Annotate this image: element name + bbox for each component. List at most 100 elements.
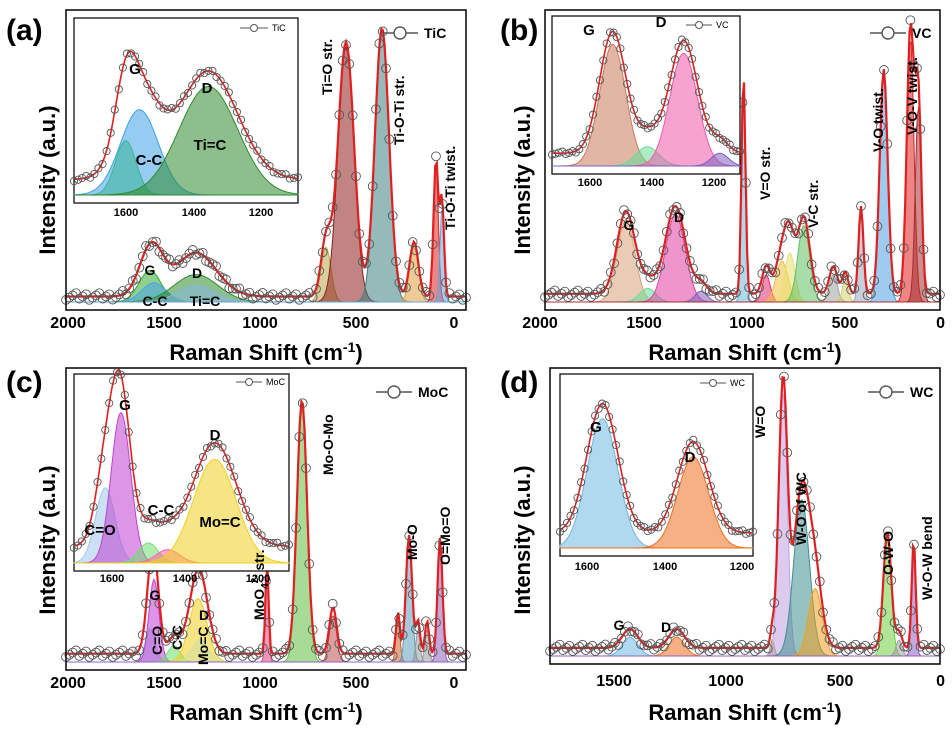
data-point <box>795 485 806 496</box>
data-point <box>434 540 445 551</box>
data-point <box>304 558 315 569</box>
fitted-peak <box>74 459 290 564</box>
data-point <box>717 288 728 299</box>
data-point <box>101 291 111 302</box>
data-point <box>615 218 626 229</box>
data-point <box>91 290 101 301</box>
data-point <box>597 641 607 652</box>
data-point <box>167 103 176 113</box>
data-point <box>798 476 809 487</box>
peak-label: D <box>661 619 671 635</box>
data-point <box>216 76 225 85</box>
data-point <box>94 164 103 173</box>
data-point <box>566 290 577 300</box>
data-point <box>245 513 254 522</box>
data-point <box>790 228 801 239</box>
inset-tick-label: 1600 <box>575 561 599 573</box>
inset-tick-label: 1400 <box>173 573 197 585</box>
data-point <box>231 647 241 658</box>
x-tick-label: 2000 <box>50 315 86 332</box>
data-point <box>281 170 290 179</box>
data-point <box>357 256 368 267</box>
data-point <box>713 501 722 510</box>
data-point <box>589 289 600 300</box>
data-point <box>291 523 301 533</box>
data-point <box>220 81 229 90</box>
data-point <box>196 68 205 77</box>
data-point <box>591 411 600 420</box>
legend: TiC <box>382 25 446 41</box>
data-point <box>134 645 145 656</box>
data-point <box>391 256 401 267</box>
data-point <box>424 634 435 645</box>
data-point <box>645 272 656 283</box>
peak-label: Mo-O <box>404 524 420 560</box>
data-point <box>602 39 611 48</box>
data-point <box>327 598 338 609</box>
data-point <box>850 639 861 650</box>
data-point <box>671 480 680 489</box>
data-point <box>112 368 122 377</box>
data-point <box>105 399 114 408</box>
data-point <box>120 390 129 399</box>
data-point <box>823 276 833 287</box>
x-tick-label: 1500 <box>626 315 662 332</box>
peak-label: C=O <box>149 626 165 655</box>
inset-plot <box>555 399 758 549</box>
data-point <box>457 294 468 305</box>
inset-tick-label: 1400 <box>640 177 664 189</box>
inset-peak-label: D <box>656 14 667 31</box>
data-point <box>750 289 761 299</box>
panel-letter: (d) <box>500 366 538 399</box>
fit-curve <box>559 402 753 534</box>
inset-peak-label: C=O <box>84 522 116 539</box>
data-point <box>609 258 619 269</box>
data-point <box>111 649 121 660</box>
data-point <box>134 262 145 273</box>
data-point <box>922 645 932 655</box>
data-point <box>684 43 693 52</box>
data-point <box>407 589 418 600</box>
data-point <box>564 640 575 651</box>
peak-label: V-O twist. <box>870 88 886 152</box>
inset-legend-label: WC <box>730 378 745 388</box>
data-point <box>135 59 144 68</box>
data-point <box>274 649 285 660</box>
data-point <box>814 576 825 587</box>
data-point <box>94 645 105 656</box>
data-point <box>698 274 708 285</box>
data-point <box>249 141 258 150</box>
data-point <box>635 259 646 269</box>
data-point <box>230 472 239 481</box>
data-point <box>238 496 247 505</box>
data-point <box>650 522 659 532</box>
data-point <box>281 288 291 299</box>
data-point <box>615 457 624 466</box>
data-point <box>629 228 639 239</box>
data-point <box>629 105 639 114</box>
data-point <box>905 605 916 616</box>
data-point <box>151 92 160 101</box>
data-point <box>137 630 148 640</box>
plot-area <box>61 26 471 305</box>
data-point <box>756 641 767 652</box>
data-point <box>793 228 804 239</box>
data-point <box>915 124 926 134</box>
data-point <box>114 85 123 94</box>
data-point <box>582 132 591 141</box>
data-point <box>274 292 285 303</box>
data-point <box>91 647 101 658</box>
data-point <box>694 87 704 97</box>
peak-label: G <box>614 617 625 633</box>
data-point <box>546 287 557 298</box>
inset-tick-label: 1200 <box>702 177 726 189</box>
data-point <box>769 598 780 608</box>
data-point <box>284 293 295 304</box>
data-point <box>367 181 378 192</box>
data-point <box>573 493 582 502</box>
data-point <box>110 105 119 114</box>
y-axis-title: Intensity (a.u.) <box>35 465 60 614</box>
peak-label: Ti-O-Ti twist. <box>442 146 458 230</box>
data-point <box>421 287 431 297</box>
data-point <box>183 493 192 502</box>
